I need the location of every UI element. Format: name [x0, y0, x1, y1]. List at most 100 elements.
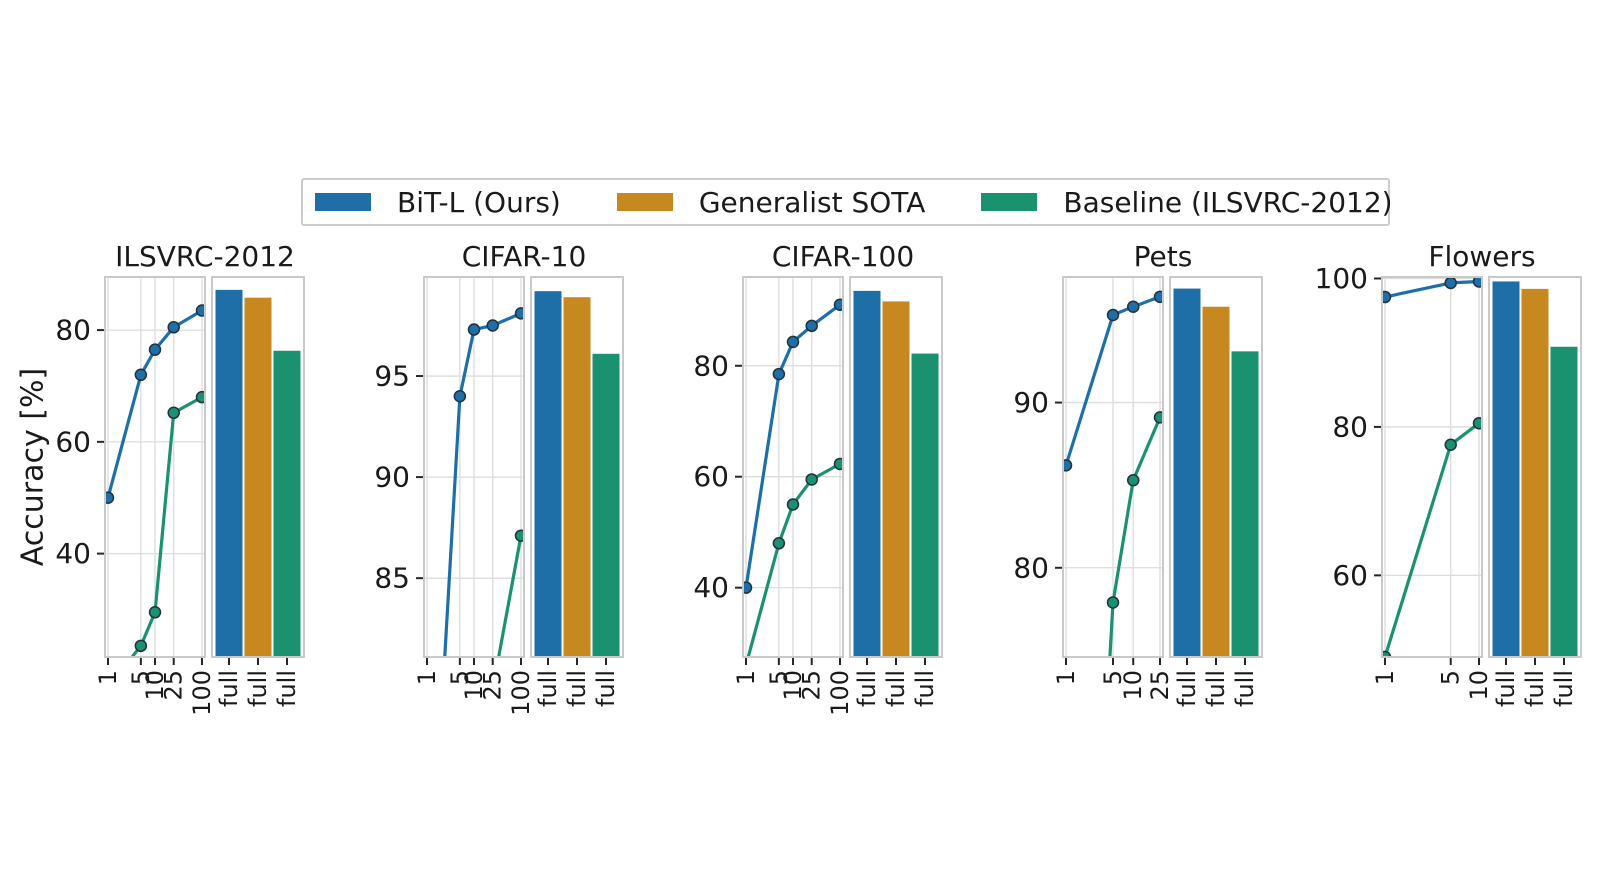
y-tick-label: 60: [55, 425, 91, 458]
bar-baseline-ilsvrc-2012: [1550, 346, 1578, 657]
line-panel-spine: [1062, 276, 1164, 658]
line-series-bit-l-ours: [743, 298, 843, 594]
x-tick-label: 10: [1119, 670, 1147, 701]
panel-title-flowers: Flowers: [1428, 240, 1536, 273]
data-point: [1106, 596, 1120, 609]
line-series-baseline-ilsvrc-2012: [746, 457, 843, 657]
panel-group-cifar100: CIFAR-100 1 5 10 25 100 full full full 40 60 80: [673, 230, 953, 750]
panel-group-cifar10: CIFAR-10 1 5 10 25 100 full full full 85 90 95: [354, 230, 634, 750]
legend-label-bitl: BiT-L (Ours): [397, 185, 561, 219]
data-point: [786, 335, 800, 349]
data-point: [167, 406, 180, 420]
data-point: [1382, 290, 1392, 304]
bar-tick-label: full: [273, 670, 301, 707]
bar-baseline-ilsvrc-2012: [1231, 351, 1259, 657]
legend-swatch-generalist-sota: [616, 193, 673, 211]
panel-title-pets: Pets: [1133, 240, 1193, 273]
bar-panel-spine: [1169, 276, 1263, 658]
line-series-bit-l-ours: [1382, 277, 1482, 304]
line-series-baseline-ilsvrc-2012: [497, 529, 524, 657]
bar-generalist-sota: [244, 297, 272, 657]
bar-tick-label: full: [1173, 670, 1201, 707]
y-tick-label: 80: [55, 314, 91, 347]
x-tick-label: 5: [127, 670, 155, 685]
x-tick-label: 10: [141, 670, 169, 701]
bar-panel-spine: [211, 276, 305, 658]
data-point: [195, 390, 205, 404]
bar-tick-label: full: [215, 670, 243, 707]
data-point: [833, 298, 843, 311]
line-series-bit-l-ours: [105, 304, 205, 504]
legend-label-baseline: Baseline (ILSVRC-2012): [1063, 185, 1393, 219]
data-point: [786, 498, 800, 511]
data-point: [1444, 277, 1457, 290]
bar-tick-label: full: [911, 670, 939, 707]
x-tick-label: 5: [765, 670, 793, 685]
bar-panel-spine: [530, 276, 624, 658]
y-tick-label: 40: [693, 571, 729, 604]
line-series-bit-l-ours: [443, 307, 524, 657]
bar-tick-label: full: [1202, 670, 1230, 707]
y-tick-label: 80: [1013, 551, 1049, 584]
x-tick-label: 5: [1099, 670, 1127, 685]
x-tick-label: 1: [94, 670, 122, 685]
bar-baseline-ilsvrc-2012: [911, 353, 939, 657]
y-tick-label: 60: [693, 460, 729, 493]
bar-tick-label: full: [1231, 670, 1259, 707]
x-tick-label: 1: [732, 670, 760, 685]
bar-tick-label: full: [534, 670, 562, 707]
data-point: [148, 343, 162, 356]
data-point: [514, 307, 524, 320]
bar-bit-l-ours: [1173, 288, 1201, 657]
y-tick-label: 60: [1332, 559, 1368, 592]
line-series-baseline-ilsvrc-2012: [130, 390, 205, 657]
data-point: [134, 368, 148, 382]
y-tick-label: 80: [693, 349, 729, 382]
bar-generalist-sota: [563, 297, 591, 657]
line-panel-spine: [742, 276, 844, 658]
data-point: [453, 390, 467, 403]
x-tick-label: 5: [1437, 670, 1465, 685]
y-tick-label: 90: [374, 461, 410, 494]
x-tick-label: 100: [507, 670, 535, 716]
bar-tick-label: full: [1550, 670, 1578, 707]
bar-baseline-ilsvrc-2012: [273, 350, 301, 657]
data-point: [1126, 300, 1140, 313]
data-point: [805, 319, 818, 333]
x-tick-label: 1: [1371, 670, 1399, 685]
panel-group-ilsvrc2012: ILSVRC-2012 1 5 10 25 100 full full full 40 60 80: [35, 230, 315, 750]
data-point: [1472, 416, 1482, 430]
data-point: [195, 304, 205, 317]
bar-tick-label: full: [1521, 670, 1549, 707]
bar-bit-l-ours: [853, 290, 881, 657]
panel-group-flowers: Flowers 1 5 10 full full full 60 80 100: [1312, 230, 1592, 750]
bar-panel-spine: [849, 276, 943, 658]
data-point: [148, 606, 162, 619]
data-point: [772, 537, 786, 550]
legend-label-generalist-sota: Generalist SOTA: [698, 185, 926, 219]
line-panel-spine: [423, 276, 525, 658]
data-point: [1472, 277, 1482, 288]
data-point: [1063, 459, 1073, 472]
data-point: [1106, 308, 1120, 322]
data-point: [1444, 438, 1457, 451]
data-point: [105, 491, 115, 504]
x-tick-label: 25: [479, 670, 507, 701]
data-point: [1153, 290, 1163, 304]
x-tick-label: 100: [826, 670, 854, 716]
x-tick-label: 5: [446, 670, 474, 685]
x-tick-label: 100: [188, 670, 216, 716]
x-tick-label: 25: [798, 670, 826, 701]
panel-title-cifar10: CIFAR-10: [461, 240, 587, 273]
bar-bit-l-ours: [534, 291, 562, 657]
bar-panel-spine: [1488, 276, 1582, 658]
y-tick-label: 40: [55, 537, 91, 570]
line-series-baseline-ilsvrc-2012: [1382, 416, 1482, 657]
legend-swatch-baseline: [981, 193, 1038, 211]
